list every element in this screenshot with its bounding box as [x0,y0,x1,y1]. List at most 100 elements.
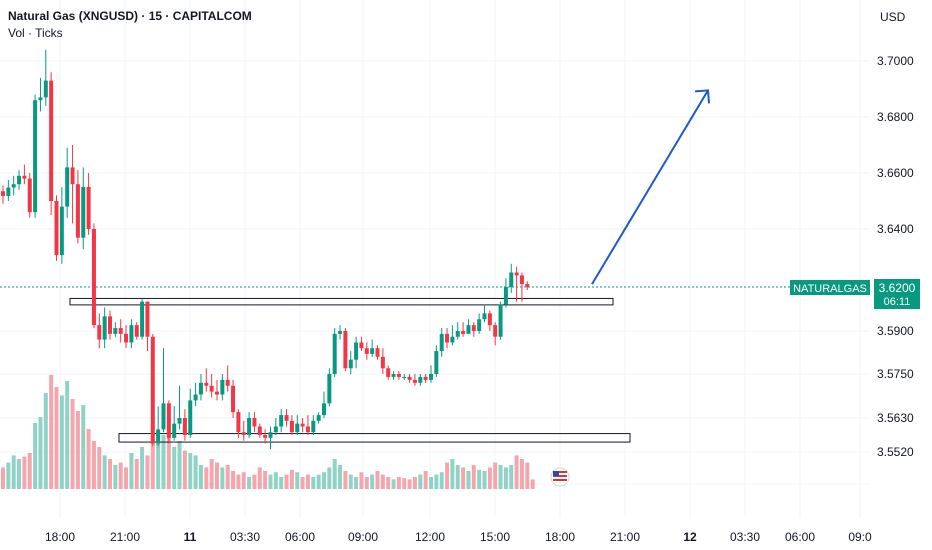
time-tick-label: 06:00 [285,530,315,544]
candle-body [27,178,32,213]
volume-bar [370,474,375,489]
candle-body [461,331,466,334]
volume-bar [172,447,177,489]
volume-bar [49,375,54,489]
candle-body [439,333,444,352]
candle-body [134,325,139,337]
volume-bar [450,459,455,489]
candle-body [108,316,112,334]
currency-label[interactable]: USD [880,10,906,24]
candle-body [188,400,193,435]
candle-body [471,325,476,331]
current-price-tag: NATURALGAS 3.6200 06:11 [790,279,920,309]
volume-bar [129,453,134,489]
volume-bar [166,417,171,489]
candle-body [423,376,428,380]
volume-bar [11,455,16,489]
candle-body [182,418,187,435]
price-tick-label: 3.6600 [877,166,914,180]
volume-bar [81,405,86,489]
candle-body [311,420,316,433]
candle-body [327,374,332,404]
volume-bar [215,462,219,489]
candle-body [54,201,59,256]
volume-indicator-label[interactable]: Vol · Ticks [8,26,63,40]
volume-bar [156,443,161,489]
symbol-tag [790,280,870,295]
symbol-title[interactable]: Natural Gas (XNGUSD) · 15 · CAPITALCOM [8,9,252,23]
volume-bar [113,465,118,489]
volume-bar [6,462,11,489]
price-tick-label: 3.5900 [877,324,914,338]
candle-body [145,301,150,337]
volume-bar [65,381,70,489]
candle-body [236,412,241,433]
volume-bar [198,465,203,489]
candle-body [487,313,492,326]
candle-body [75,184,80,238]
volume-bar [396,477,401,489]
arrow-head [694,89,710,104]
volume-bar [252,474,257,489]
volume-bar [150,441,155,489]
candle-body [380,356,385,369]
zone-rectangle [118,433,631,443]
candle-body [514,272,519,276]
candle-body [279,415,284,427]
us-flag-event-icon[interactable] [550,467,570,487]
candle-body [519,275,524,285]
volume-bar [86,429,91,489]
volume-bar [295,472,300,489]
drawn-zones[interactable] [69,297,631,443]
candle-body [338,331,343,334]
symbol-tag-label: NATURALGAS [793,283,867,295]
candle-body [81,187,86,238]
price-axis[interactable]: 3.70003.68003.66003.64003.60503.59003.57… [877,54,914,459]
volume-bar [91,441,96,489]
volume-bar [75,411,80,489]
time-axis[interactable]: 18:00 21:00 11 03:30 06:00 09:00 12:00 15:00 18:… [45,530,872,544]
candle-body [38,97,43,101]
candle-body [284,415,289,421]
volume-bar [471,465,476,489]
volume-bar [380,474,385,489]
time-tick-label: 21:00 [110,530,140,544]
candle-body [316,415,321,421]
volume-bar [134,459,139,489]
volume-bar [354,477,359,489]
volume-bar [177,441,182,489]
trend-arrow[interactable] [591,89,710,285]
volume-bar [412,477,417,489]
candle-body [102,316,107,340]
volume-bar [391,479,396,489]
price-tick-label: 3.7000 [877,54,914,68]
candle-body [150,336,155,444]
volume-bar [461,467,466,489]
candle-body [402,376,407,378]
candle-body [156,429,161,444]
candle-body [172,423,177,438]
volume-bar [322,472,326,489]
candle-body [289,420,294,433]
time-tick-label: 11 [184,530,197,544]
volume-bar [263,471,268,489]
volume-bar [530,479,535,489]
volume-bar [59,395,64,489]
candle-body [91,229,96,326]
time-tick-label: 06:00 [785,530,815,544]
price-tick-label: 3.6400 [877,222,914,236]
candle-body [1,191,5,196]
candle-body [370,348,375,354]
candle-body [273,426,278,433]
volume-bar [359,472,364,489]
volume-bar [209,459,214,489]
volume-bar [364,477,369,489]
candle-body [364,348,369,354]
candle-body [498,304,503,337]
candle-body [375,348,380,357]
volume-bar [338,465,343,489]
volume-bar [161,435,166,489]
volume-bar [503,467,508,489]
time-tick-label: 12:00 [415,530,445,544]
